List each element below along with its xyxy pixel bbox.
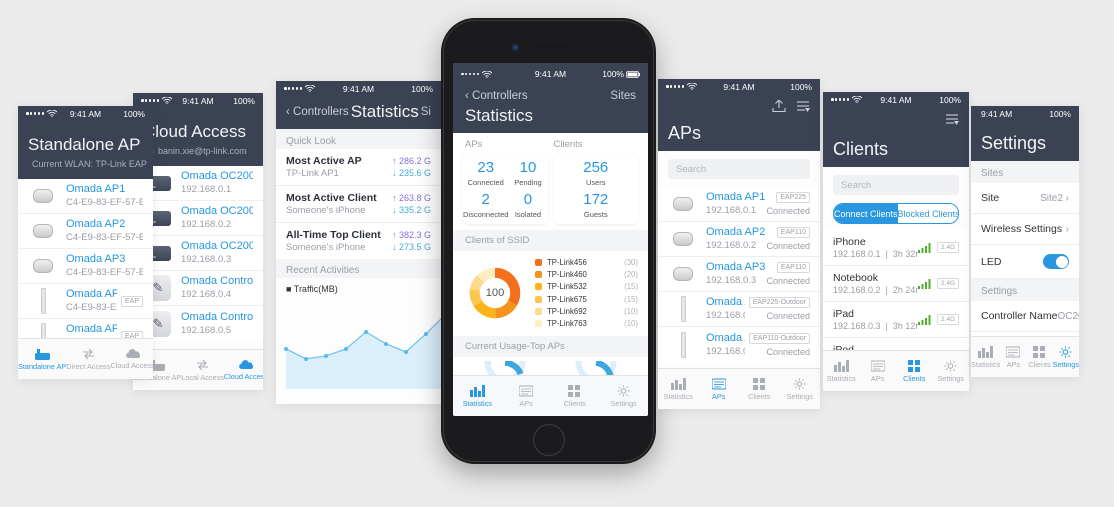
svg-text:100: 100 <box>486 287 505 299</box>
